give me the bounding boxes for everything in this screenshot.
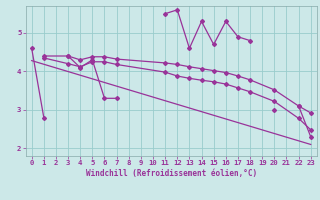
X-axis label: Windchill (Refroidissement éolien,°C): Windchill (Refroidissement éolien,°C) bbox=[86, 169, 257, 178]
